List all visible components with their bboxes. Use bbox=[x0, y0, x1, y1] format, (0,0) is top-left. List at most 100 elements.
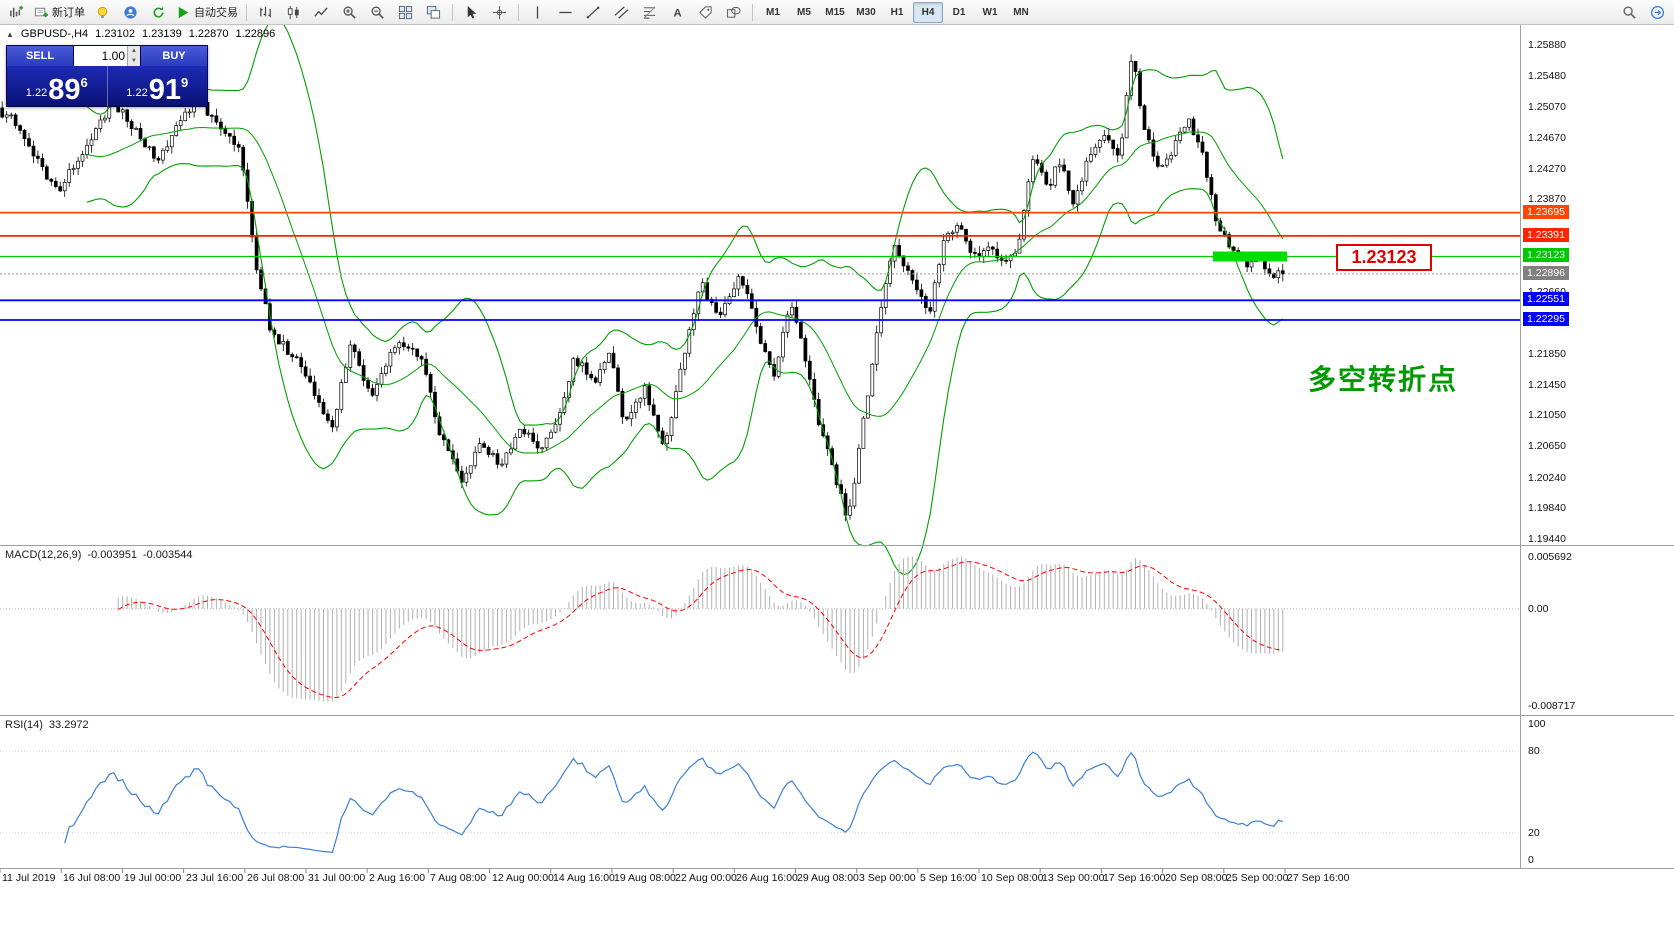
channel-button[interactable] bbox=[608, 1, 635, 23]
timeframe-button-mn[interactable]: MN bbox=[1013, 6, 1029, 18]
timeframe-button-d1[interactable]: D1 bbox=[952, 6, 966, 18]
zoom-out-button[interactable] bbox=[364, 1, 391, 23]
timeframe-button-h4[interactable]: H4 bbox=[913, 1, 943, 23]
buy-price-sup: 9 bbox=[180, 75, 189, 90]
sell-price-button[interactable]: 1.22 89 6 bbox=[7, 66, 108, 106]
level-label-box[interactable]: 1.23123 bbox=[1336, 244, 1432, 271]
sell-price-big: 89 bbox=[48, 74, 81, 107]
horizontal-level-lines[interactable] bbox=[0, 211, 1520, 321]
trendline-icon bbox=[586, 5, 601, 20]
fibonacci-button[interactable] bbox=[636, 1, 663, 23]
time-axis-label: 26 Aug 16:00 bbox=[736, 872, 798, 884]
highlight-zone[interactable] bbox=[1213, 251, 1287, 262]
new-chart-button[interactable] bbox=[3, 1, 30, 23]
svg-text:A: A bbox=[673, 7, 681, 19]
new-order-icon bbox=[34, 5, 49, 20]
refresh-icon bbox=[151, 5, 166, 20]
macd-axis-label: -0.008717 bbox=[1528, 700, 1576, 712]
new-order-label: 新订单 bbox=[52, 7, 85, 19]
shapes-button[interactable] bbox=[720, 1, 747, 23]
line-chart-button[interactable] bbox=[308, 1, 335, 23]
community-button[interactable] bbox=[117, 1, 144, 23]
price-level-badge: 1.22295 bbox=[1523, 312, 1569, 326]
lot-size-control[interactable]: 1.00 ▲ ▼ bbox=[73, 46, 141, 66]
buy-price-button[interactable]: 1.22 91 9 bbox=[108, 66, 208, 106]
candlestick-chart-button[interactable] bbox=[280, 1, 307, 23]
time-axis-label: 29 Aug 08:00 bbox=[797, 872, 859, 884]
price-axis-label: 1.25070 bbox=[1528, 101, 1566, 113]
price-axis-label: 1.25880 bbox=[1528, 39, 1566, 51]
lot-size-value[interactable]: 1.00 bbox=[101, 49, 125, 63]
price-level-badge: 1.23695 bbox=[1523, 205, 1569, 219]
search-button[interactable] bbox=[1616, 1, 1643, 23]
time-axis-label: 22 Aug 00:00 bbox=[675, 872, 737, 884]
zoom-in-icon bbox=[342, 5, 357, 20]
timeframe-button-w1[interactable]: W1 bbox=[982, 6, 998, 18]
tile-windows-icon bbox=[398, 5, 413, 20]
one-click-trading-panel: SELL 1.00 ▲ ▼ BUY 1.22 89 6 1.22 91 9 bbox=[6, 45, 208, 107]
price-axis-label: 1.24670 bbox=[1528, 132, 1566, 144]
symbol-period: GBPUSD-,H4 bbox=[20, 28, 89, 40]
new-chart-icon bbox=[9, 5, 24, 20]
cursor-button[interactable] bbox=[458, 1, 485, 23]
timeframe-button-m1[interactable]: M1 bbox=[766, 6, 780, 18]
price-axis-label: 1.25480 bbox=[1528, 70, 1566, 82]
rsi-line bbox=[64, 751, 1283, 853]
macd-histogram bbox=[117, 556, 1284, 702]
price-level-badge: 1.23123 bbox=[1523, 248, 1569, 262]
time-axis-label: 19 Jul 00:00 bbox=[124, 872, 182, 884]
price-level-badge: 1.23391 bbox=[1523, 228, 1569, 242]
time-axis-label: 27 Sep 16:00 bbox=[1287, 872, 1350, 884]
vertical-line-button[interactable] bbox=[524, 1, 551, 23]
time-axis-label: 20 Sep 08:00 bbox=[1165, 872, 1228, 884]
trendline-button[interactable] bbox=[580, 1, 607, 23]
timeframe-button-m30[interactable]: M30 bbox=[856, 6, 876, 18]
bar-chart-button[interactable] bbox=[252, 1, 279, 23]
price-axis-label: 1.19840 bbox=[1528, 502, 1566, 514]
macd-signal-line bbox=[117, 561, 1283, 699]
tile-windows-button[interactable] bbox=[392, 1, 419, 23]
label-button[interactable] bbox=[692, 1, 719, 23]
rsi-axis-label: 20 bbox=[1528, 827, 1540, 839]
price-axis-label: 1.21850 bbox=[1528, 348, 1566, 360]
time-axis-label: 14 Aug 16:00 bbox=[553, 872, 615, 884]
help-button[interactable] bbox=[1644, 1, 1671, 23]
metaeditor-button[interactable] bbox=[89, 1, 116, 23]
toolbar-separator bbox=[452, 3, 453, 21]
bar-chart-icon bbox=[258, 5, 273, 20]
price-axis-label: 1.21450 bbox=[1528, 379, 1566, 391]
autotrading-button[interactable]: 自动交易 bbox=[173, 1, 241, 23]
sell-price-sup: 6 bbox=[80, 75, 88, 90]
time-axis-label: 26 Jul 08:00 bbox=[247, 872, 305, 884]
cascade-windows-button[interactable] bbox=[420, 1, 447, 23]
timeframe-button-h1[interactable]: H1 bbox=[890, 6, 904, 18]
pane-separators[interactable] bbox=[0, 24, 1674, 869]
price-axis-label: 1.21050 bbox=[1528, 409, 1566, 421]
crosshair-button[interactable] bbox=[486, 1, 513, 23]
candlesticks bbox=[0, 54, 1285, 522]
crosshair-icon bbox=[492, 5, 507, 20]
timeframe-button-m5[interactable]: M5 bbox=[797, 6, 811, 18]
buy-button[interactable]: BUY bbox=[141, 46, 207, 66]
horizontal-line-icon bbox=[558, 5, 573, 20]
price-axis-label: 1.23870 bbox=[1528, 193, 1566, 205]
time-axis-label: 25 Sep 00:00 bbox=[1226, 872, 1289, 884]
sell-button[interactable]: SELL bbox=[7, 46, 73, 66]
bull-bear-note[interactable]: 多空转折点 bbox=[1308, 364, 1459, 395]
toolbar-separator bbox=[518, 3, 519, 21]
lot-size-stepper[interactable]: ▲ ▼ bbox=[127, 46, 140, 66]
text-button[interactable]: A bbox=[664, 1, 691, 23]
timeframe-button-m15[interactable]: M15 bbox=[825, 6, 845, 18]
horizontal-line-button[interactable] bbox=[552, 1, 579, 23]
refresh-button[interactable] bbox=[145, 1, 172, 23]
new-order-button[interactable]: 新订单 bbox=[31, 1, 88, 23]
main-toolbar: 新订单 自动交易 bbox=[0, 0, 1674, 25]
time-axis-label: 11 Jul 2019 bbox=[2, 872, 56, 884]
lot-down-icon[interactable]: ▼ bbox=[128, 56, 140, 66]
zoom-in-button[interactable] bbox=[336, 1, 363, 23]
ohlc-open: 1.23102 bbox=[95, 28, 135, 40]
macd-axis-label: 0.00 bbox=[1528, 603, 1549, 615]
lot-up-icon[interactable]: ▲ bbox=[128, 46, 140, 56]
channel-icon bbox=[614, 5, 629, 20]
